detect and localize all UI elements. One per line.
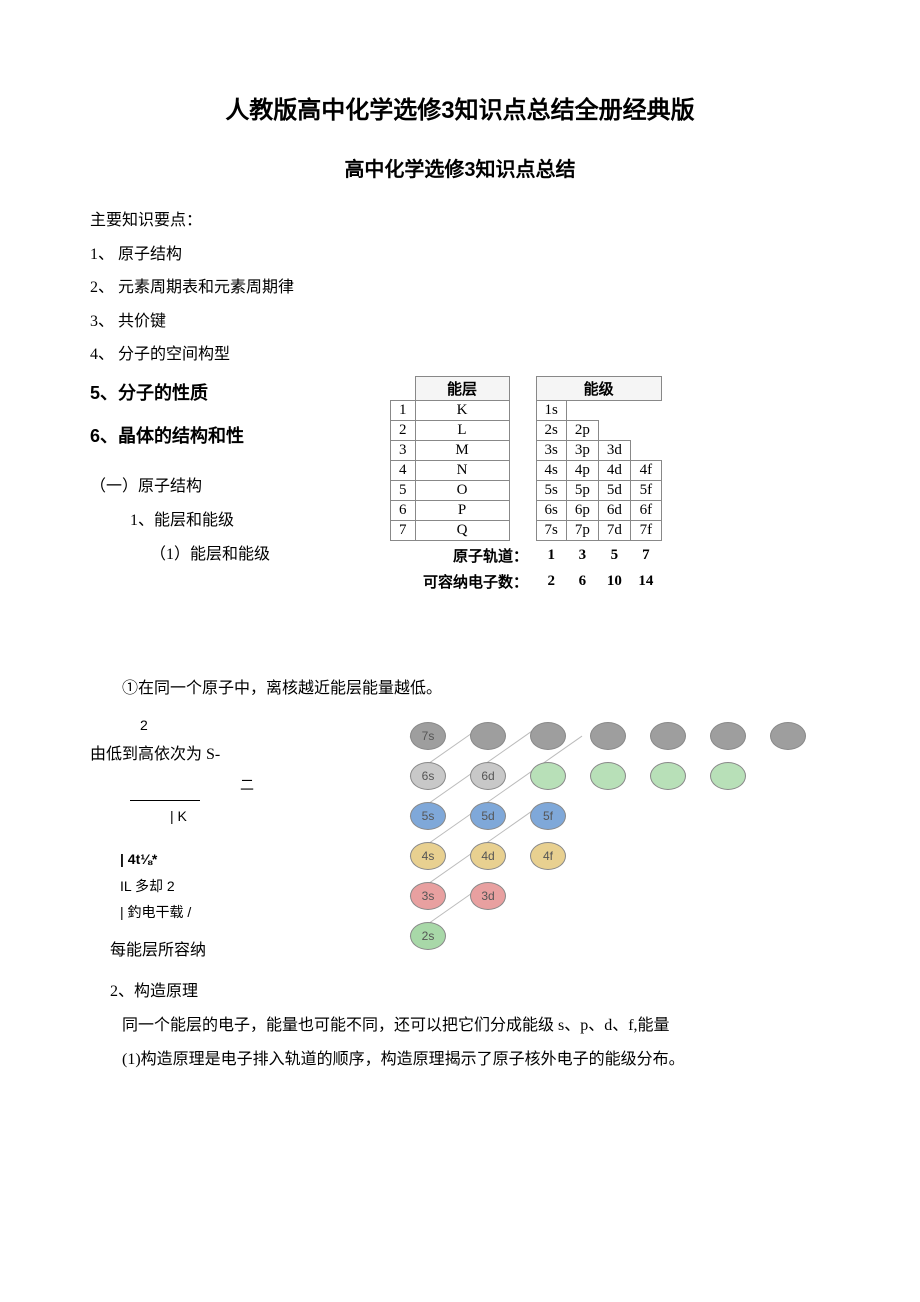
orbital-node: 3d (470, 882, 506, 910)
left-column-1: 5、分子的性质 6、晶体的结构和性 （一）原子结构 1、能层和能级 （1）能层和… (90, 372, 380, 571)
page-subtitle: 高中化学选修3知识点总结 (90, 153, 830, 182)
orbital-node (650, 762, 686, 790)
table-row: 7 Q 7s 7p 7d 7f (391, 520, 662, 540)
orbital-node (770, 722, 806, 750)
header-shell: 能层 (415, 376, 509, 400)
left-column-2: 2 由低到高依次为 S- 二 | K | 4t⅛* IL 多却 2 | 釣电干载… (90, 712, 370, 1009)
orbital-node: 3s (410, 882, 446, 910)
frag-4: | K (90, 803, 370, 830)
bold-point-5: 5、分子的性质 (90, 372, 380, 415)
intro-line: 主要知识要点： (90, 204, 830, 238)
footer-row-1: 原子轨道： 1 3 5 7 (391, 540, 662, 567)
table-row: 6 P 6s 6p 6d 6f (391, 500, 662, 520)
energy-table: 能层 能级 1 K 1s 2 L 2s 2p (390, 376, 662, 593)
orbital-node: 4s (410, 842, 446, 870)
frag-1: 2 (90, 712, 370, 739)
cell-shell: K (415, 400, 509, 420)
orbital-diagram: 7s 6s 6d 5s 5d 5f 4s 4d 4f 3s 3d 2s (390, 712, 830, 962)
section-line-2: 1、能层和能级 (90, 504, 380, 538)
cell-n: 1 (391, 400, 416, 420)
orbital-node: 6s (410, 762, 446, 790)
orbital-node (710, 722, 746, 750)
point-2: 2、 元素周期表和元素周期律 (90, 271, 830, 305)
orbital-node (470, 722, 506, 750)
orbital-node: 5s (410, 802, 446, 830)
orbital-node: 6d (470, 762, 506, 790)
orbital-node: 4f (530, 842, 566, 870)
orbital-node (590, 762, 626, 790)
point-3: 3、 共价键 (90, 305, 830, 339)
orbital-node: 7s (410, 722, 446, 750)
orbital-node (650, 722, 686, 750)
frag-2: 由低到高依次为 S- (90, 738, 370, 772)
cell-level: 1s (536, 400, 566, 420)
section-line-3: （1）能层和能级 (90, 538, 380, 572)
bold-point-6: 6、晶体的结构和性 (90, 415, 380, 458)
orbital-node (710, 762, 746, 790)
paragraph-2: 同一个能层的电子，能量也可能不同，还可以把它们分成能级 s、p、d、f,能量 (90, 1009, 830, 1043)
table-row: 5 O 5s 5p 5d 5f (391, 480, 662, 500)
section-line-1: （一）原子结构 (90, 470, 380, 504)
table-row: 3 M 3s 3p 3d (391, 440, 662, 460)
table-header-row: 能层 能级 (391, 376, 662, 400)
energy-level-table: 能层 能级 1 K 1s 2 L 2s 2p (390, 376, 830, 593)
table-row: 4 N 4s 4p 4d 4f (391, 460, 662, 480)
point-1: 1、 原子结构 (90, 238, 830, 272)
paragraph-3: (1)构造原理是电子排入轨道的顺序，构造原理揭示了原子核外电子的能级分布。 (90, 1043, 830, 1077)
orbital-node (530, 722, 566, 750)
document-page: 人教版高中化学选修3知识点总结全册经典版 高中化学选修3知识点总结 主要知识要点… (0, 0, 920, 1116)
frag-6: IL 多却 2 (90, 873, 370, 900)
wrap-group-1: 5、分子的性质 6、晶体的结构和性 （一）原子结构 1、能层和能级 （1）能层和… (90, 372, 830, 672)
orbital-node (530, 762, 566, 790)
frag-3: 二 (90, 772, 370, 799)
orbital-node: 5f (530, 802, 566, 830)
wrap-group-2: 2 由低到高依次为 S- 二 | K | 4t⅛* IL 多却 2 | 釣电干载… (90, 712, 830, 1009)
page-title: 人教版高中化学选修3知识点总结全册经典版 (90, 90, 830, 125)
orbital-node: 4d (470, 842, 506, 870)
header-level: 能级 (536, 376, 661, 400)
diagonal-line (410, 735, 583, 856)
orbital-node: 5d (470, 802, 506, 830)
paragraph-1: ①在同一个原子中，离核越近能层能量越低。 (90, 672, 830, 706)
frag-8: 每能层所容纳 (90, 934, 370, 968)
footer-row-2: 可容纳电子数： 2 6 10 14 (391, 567, 662, 593)
table-row: 2 L 2s 2p (391, 420, 662, 440)
short-rule (130, 800, 200, 801)
point-4: 4、 分子的空间构型 (90, 338, 830, 372)
table-row: 1 K 1s (391, 400, 662, 420)
frag-9: 2、构造原理 (90, 975, 370, 1009)
orbital-node: 2s (410, 922, 446, 950)
orbital-node (590, 722, 626, 750)
frag-5: | 4t⅛* (90, 846, 370, 873)
frag-7: | 釣电干载 / (90, 899, 370, 926)
